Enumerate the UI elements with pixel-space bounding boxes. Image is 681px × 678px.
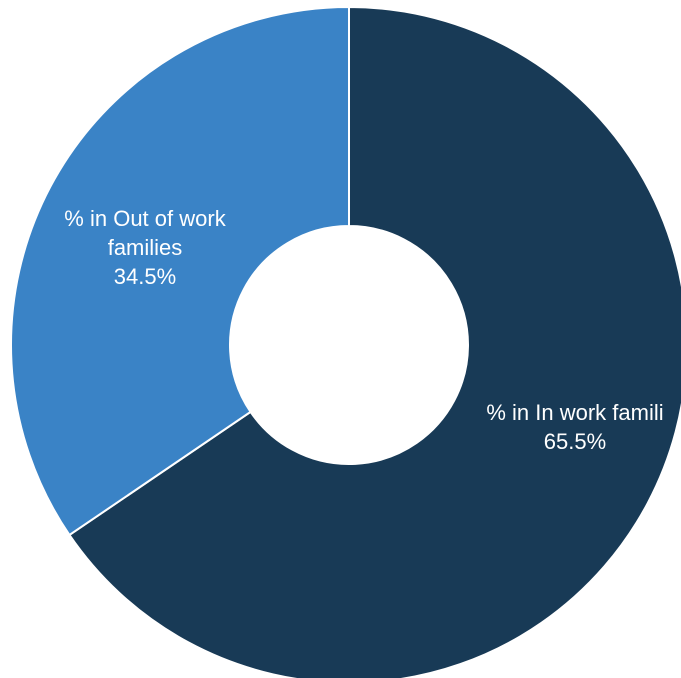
slice-category-label: % in In work famili [486, 400, 663, 425]
slice-label-in-work: % in In work famili 65.5% [486, 400, 663, 454]
slice-labels: % in In work famili 65.5% % in Out of work… [64, 206, 663, 454]
slice-category-label: families [108, 235, 183, 260]
slice-value-label: 34.5% [114, 264, 176, 289]
slice-category-label: % in Out of work [64, 206, 226, 231]
slice-label-out-of-work: % in Out of work families 34.5% [64, 206, 226, 289]
donut-slices [10, 5, 681, 678]
slice-out-of-work [10, 5, 350, 537]
slice-value-label: 65.5% [544, 429, 606, 454]
slice-in-work [68, 5, 681, 678]
